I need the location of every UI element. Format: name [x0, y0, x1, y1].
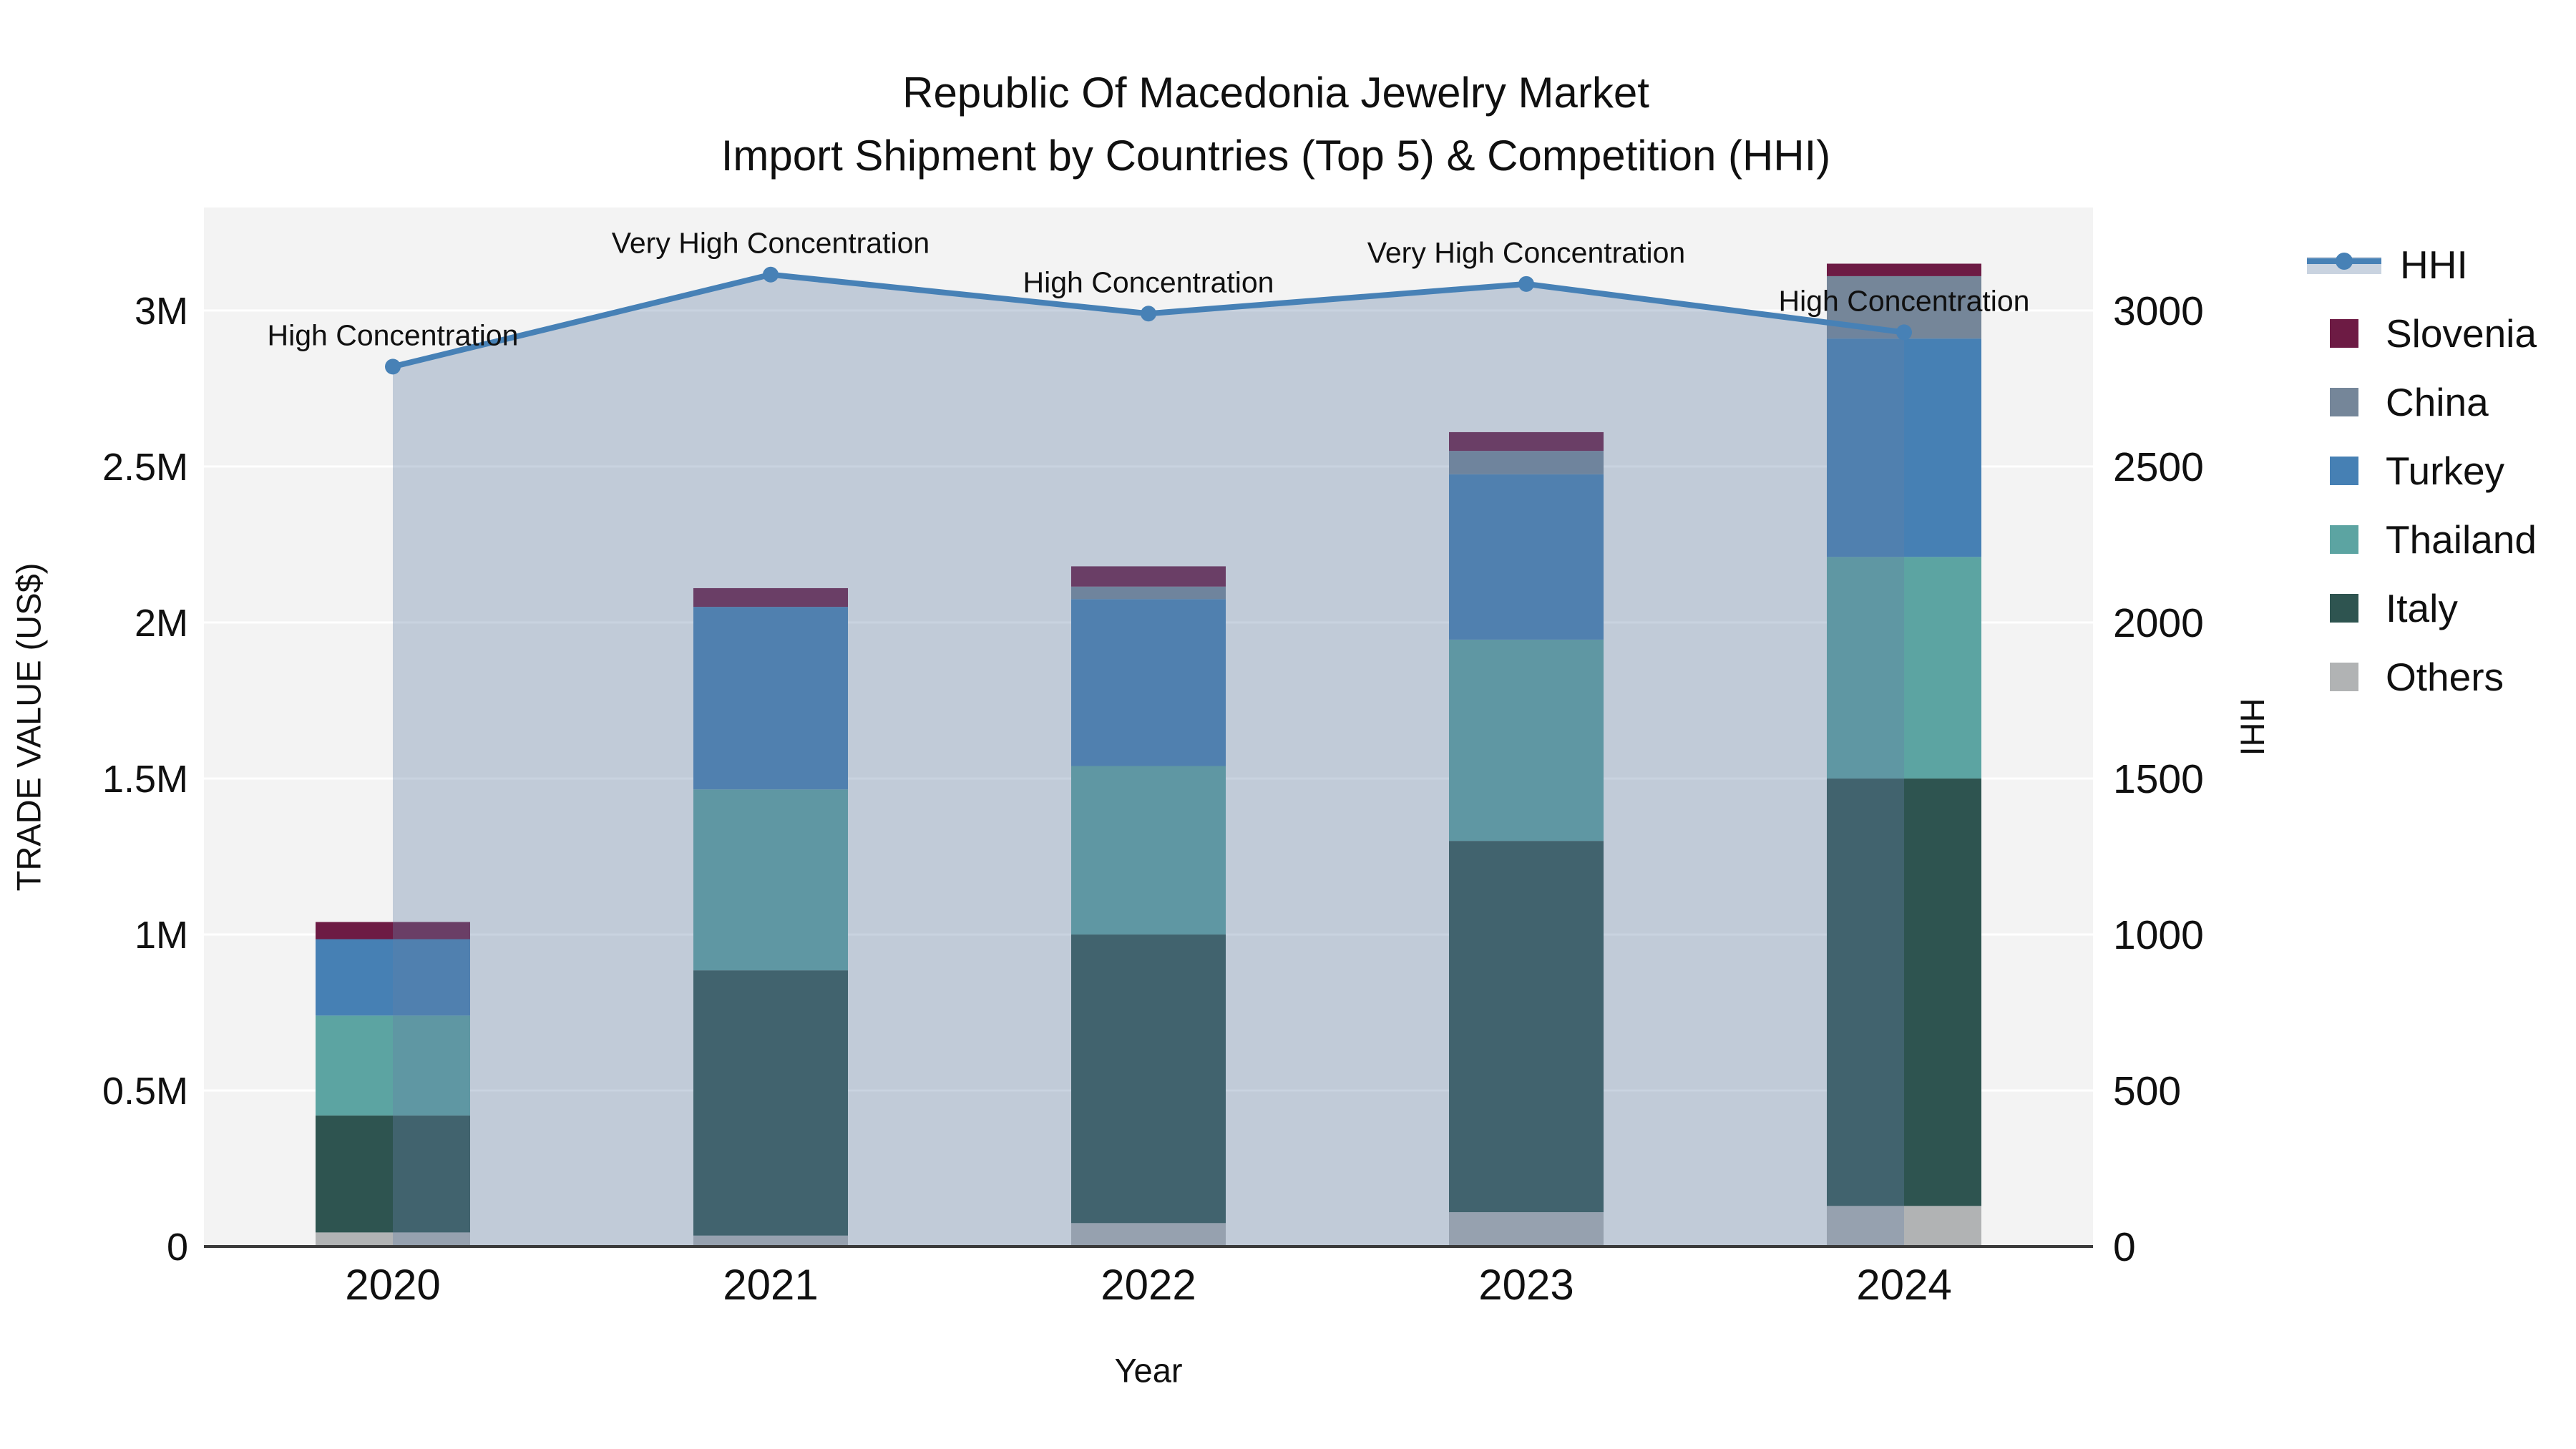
legend-item-hhi[interactable]: HHI [2307, 243, 2537, 287]
y2-axis-title: HHI [2233, 698, 2272, 756]
x-tick-2021: 2021 [723, 1261, 818, 1309]
annotation-2022: High Concentration [1023, 265, 1274, 298]
legend-swatch-turkey [2330, 457, 2358, 485]
y-tick-2.5M: 2.5M [102, 446, 188, 489]
chart-title-line2: Import Shipment by Countries (Top 5) & C… [721, 132, 1831, 180]
hhi-marker-2021[interactable] [763, 266, 779, 283]
bar-segment-2022-turkey[interactable] [1071, 599, 1226, 766]
x-tick-2024: 2024 [1856, 1261, 1951, 1309]
legend-swatch-slovenia [2330, 319, 2358, 348]
bar-segment-2022-china[interactable] [1071, 586, 1226, 600]
bar-segment-2021-italy[interactable] [693, 970, 848, 1236]
annotation-2021: Very High Concentration [612, 227, 930, 260]
bar-segment-2024-italy[interactable] [1827, 778, 1981, 1206]
legend-swatch-others [2330, 663, 2358, 691]
legend-label: Thailand [2386, 517, 2537, 562]
hhi-marker-2023[interactable] [1518, 275, 1534, 292]
legend-item-turkey[interactable]: Turkey [2307, 449, 2537, 493]
hhi-marker-2024[interactable] [1896, 324, 1912, 341]
bar-segment-2023-china[interactable] [1449, 451, 1604, 474]
bar-segment-2021-slovenia[interactable] [693, 587, 848, 608]
annotation-2020: High Concentration [268, 318, 519, 351]
bar-segment-2024-thailand[interactable] [1827, 557, 1981, 779]
legend-item-others[interactable]: Others [2307, 655, 2537, 699]
chart-title-line1: Republic Of Macedonia Jewelry Market [902, 69, 1649, 117]
bar-segment-2024-turkey[interactable] [1827, 338, 1981, 557]
bar-segment-2023-thailand[interactable] [1449, 639, 1604, 841]
y2-tick-0: 0 [2113, 1224, 2136, 1270]
legend: HHI Slovenia China Turkey Thailand Italy Other… [2307, 243, 2537, 699]
bar-segment-2021-turkey[interactable] [693, 607, 848, 790]
bar-segment-2024-slovenia[interactable] [1827, 263, 1981, 276]
hhi-area-fill [393, 274, 1904, 1246]
x-tick-2020: 2020 [345, 1261, 440, 1309]
legend-label: Italy [2386, 586, 2458, 630]
y-tick-2M: 2M [135, 602, 188, 645]
y2-tick-2000: 2000 [2113, 600, 2204, 646]
bar-segment-2023-slovenia[interactable] [1449, 431, 1604, 452]
y-axis-title: TRADE VALUE (US$) [9, 562, 48, 892]
legend-label: Others [2386, 655, 2504, 699]
annotation-2024: High Concentration [1779, 284, 2030, 317]
y2-tick-1500: 1500 [2113, 756, 2204, 802]
legend-swatch-thailand [2330, 525, 2358, 554]
x-axis-title: Year [1114, 1351, 1183, 1390]
y2-tick-1000: 1000 [2113, 912, 2204, 958]
bar-segment-2022-thailand[interactable] [1071, 766, 1226, 935]
bar-segment-2020-slovenia[interactable] [316, 922, 470, 940]
legend-item-slovenia[interactable]: Slovenia [2307, 311, 2537, 356]
y-tick-1M: 1M [135, 914, 188, 957]
legend-label: HHI [2400, 243, 2468, 287]
y-tick-0: 0 [167, 1226, 188, 1269]
bar-segment-2020-italy[interactable] [316, 1115, 470, 1233]
bar-segment-2022-slovenia[interactable] [1071, 566, 1226, 587]
bar-segment-2022-others[interactable] [1071, 1223, 1226, 1246]
x-tick-2023: 2023 [1478, 1261, 1574, 1309]
bar-segment-2020-thailand[interactable] [316, 1015, 470, 1116]
y-tick-0.5M: 0.5M [102, 1070, 188, 1113]
x-tick-2022: 2022 [1101, 1261, 1196, 1309]
hhi-marker-2020[interactable] [385, 358, 401, 375]
hhi-marker-2022[interactable] [1141, 306, 1156, 322]
y2-tick-500: 500 [2113, 1068, 2181, 1114]
legend-swatch-italy [2330, 594, 2358, 623]
bar-segment-2023-turkey[interactable] [1449, 474, 1604, 640]
y-tick-1.5M: 1.5M [102, 758, 188, 801]
bar-segment-2021-others[interactable] [693, 1235, 848, 1246]
legend-item-italy[interactable]: Italy [2307, 586, 2537, 630]
bar-segment-2023-others[interactable] [1449, 1212, 1604, 1246]
legend-label: China [2386, 380, 2489, 424]
legend-item-china[interactable]: China [2307, 380, 2537, 424]
bar-segment-2023-italy[interactable] [1449, 841, 1604, 1213]
legend-swatch-china [2330, 388, 2358, 416]
legend-label: Slovenia [2386, 311, 2537, 356]
legend-label: Turkey [2386, 449, 2505, 493]
bar-segment-2022-italy[interactable] [1071, 934, 1226, 1224]
legend-item-thailand[interactable]: Thailand [2307, 517, 2537, 562]
chart-title: Republic Of Macedonia Jewelry Market Imp… [0, 62, 2552, 187]
y2-tick-2500: 2500 [2113, 444, 2204, 490]
y-tick-3M: 3M [135, 290, 188, 333]
y2-tick-3000: 3000 [2113, 288, 2204, 334]
bar-segment-2021-thailand[interactable] [693, 789, 848, 971]
bar-segment-2024-others[interactable] [1827, 1206, 1981, 1246]
bar-segment-2020-turkey[interactable] [316, 939, 470, 1016]
annotation-2023: Very High Concentration [1367, 236, 1685, 269]
bar-segment-2020-others[interactable] [316, 1232, 470, 1246]
legend-line-icon [2307, 249, 2381, 280]
